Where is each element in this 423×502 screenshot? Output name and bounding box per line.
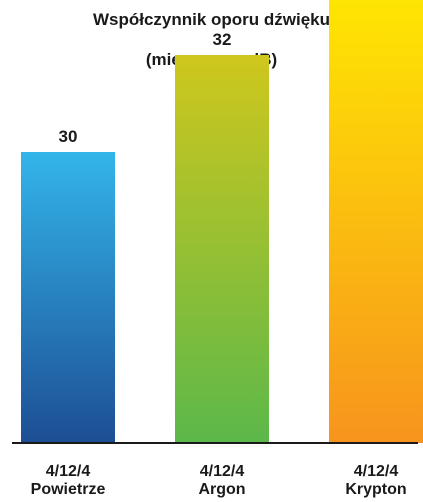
category-label-1-line-1: 4/12/4 <box>46 463 91 480</box>
bar-2 <box>175 55 269 443</box>
category-label-1-line-2: Powietrze <box>31 481 106 498</box>
category-label-3-line-2: Krypton <box>345 481 406 498</box>
data-labels-layer: 303234 <box>59 30 232 146</box>
data-label-1: 30 <box>59 127 78 146</box>
category-label-2-line-2: Argon <box>198 481 245 498</box>
data-label-2: 32 <box>213 30 232 49</box>
bar-3 <box>329 0 423 443</box>
category-label-2-line-1: 4/12/4 <box>200 463 245 480</box>
bars-layer <box>21 0 423 443</box>
chart-title: Współczynnik oporu dźwięku <box>92 10 331 29</box>
bar-1 <box>21 152 115 443</box>
category-label-3-line-1: 4/12/4 <box>354 463 399 480</box>
